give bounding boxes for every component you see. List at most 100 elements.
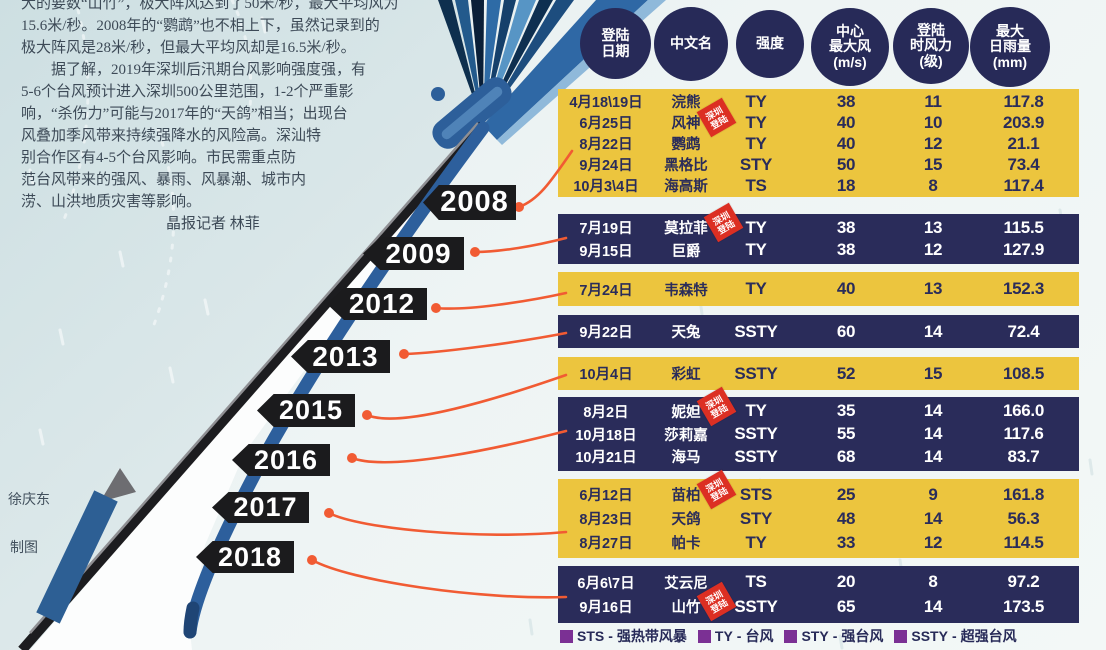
cell-landing-force: 8 xyxy=(928,572,938,592)
cell-name: 妮妲 深圳登陆 xyxy=(654,386,736,427)
cell-max-wind: 25 xyxy=(836,484,856,504)
cell-intensity: TS xyxy=(745,572,767,592)
legend-name: 强台风 xyxy=(841,628,884,644)
cell-landing-force: 15 xyxy=(923,363,943,383)
cell-name: 鹦鹉 xyxy=(671,137,701,153)
cell-intensity: TY xyxy=(745,91,767,111)
cell-landing-force: 15 xyxy=(923,154,943,174)
cell-intensity: TY xyxy=(745,532,767,552)
cell-intensity: TY xyxy=(745,112,767,132)
cell-name: 莎莉嘉 xyxy=(664,427,708,444)
cell-date: 4月18\19日 xyxy=(569,95,643,111)
legend-name: 超强台风 xyxy=(960,628,1017,644)
legend-code: SSTY xyxy=(911,628,948,644)
cell-landing-force: 14 xyxy=(923,424,943,443)
cell-max-rain: 97.2 xyxy=(1007,572,1040,592)
table-row: 10月3\4日 海高斯 TS 18 8 117.4 xyxy=(558,175,1079,196)
table-row: 9月15日 巨爵 TY 38 12 127.9 xyxy=(558,240,1079,261)
cell-date: 10月21日 xyxy=(575,450,637,467)
table-block-2013: 9月22日 天兔 SSTY 60 14 72.4 xyxy=(558,315,1079,348)
cell-date: 9月24日 xyxy=(579,158,633,174)
reporter-byline: 晶报记者 林菲 xyxy=(166,216,260,232)
cell-max-wind: 33 xyxy=(836,532,856,552)
legend-item: STS - 强热带风暴 xyxy=(560,626,687,646)
cell-intensity: TY xyxy=(745,240,767,260)
cell-max-wind: 55 xyxy=(836,424,856,443)
cell-name: 莫拉菲 深圳登陆 xyxy=(654,203,744,243)
cell-date: 10月4日 xyxy=(579,367,633,383)
legend-item: SSTY - 超强台风 xyxy=(894,626,1017,646)
table-row: 10月4日 彩虹 SSTY 52 15 108.5 xyxy=(558,363,1079,384)
cell-date: 8月22日 xyxy=(579,137,633,153)
cell-landing-force: 11 xyxy=(924,91,942,111)
cell-date: 8月27日 xyxy=(579,536,633,552)
cell-max-wind: 38 xyxy=(836,240,856,260)
cell-intensity: TY xyxy=(745,133,767,153)
cell-name: 黑格比 xyxy=(664,158,708,174)
cell-date: 7月19日 xyxy=(579,221,633,238)
cell-intensity: TY xyxy=(745,401,767,421)
cell-date: 10月18日 xyxy=(575,427,637,444)
table-row: 7月24日 韦森特 TY 40 13 152.3 xyxy=(558,279,1079,300)
cell-max-rain: 114.5 xyxy=(1003,532,1044,552)
cell-landing-force: 13 xyxy=(923,279,943,298)
header-max-rain: 最大 日雨量 (mm) xyxy=(970,7,1050,87)
year-tag-2018: 2018 xyxy=(196,541,294,573)
cell-date: 9月16日 xyxy=(579,600,633,617)
cell-name: 浣熊 xyxy=(671,95,701,111)
cell-date: 7月24日 xyxy=(579,282,633,299)
table-row: 10月21日 海马 SSTY 68 14 83.7 xyxy=(558,446,1079,467)
cell-max-rain: 117.8 xyxy=(1003,91,1044,111)
year-tag-2009: 2009 xyxy=(363,237,464,270)
table-row: 9月16日 山竹 深圳登陆 SSTY 65 14 173.5 xyxy=(558,582,1079,622)
cell-intensity: SSTY xyxy=(734,596,778,616)
table-row: 8月22日 鹦鹉 TY 40 12 21.1 xyxy=(558,133,1079,154)
cell-max-rain: 166.0 xyxy=(1002,401,1045,421)
cell-landing-force: 8 xyxy=(928,175,938,195)
cell-name: 苗柏 深圳登陆 xyxy=(654,469,736,510)
cell-max-rain: 173.5 xyxy=(1002,596,1045,616)
table-block-2012: 7月24日 韦森特 TY 40 13 152.3 xyxy=(558,272,1079,306)
cell-max-rain: 108.5 xyxy=(1002,363,1045,383)
legend-swatch-icon xyxy=(560,629,573,643)
cell-landing-force: 12 xyxy=(923,532,943,552)
table-row: 6月6\7日 艾云尼 TS 20 8 97.2 xyxy=(558,572,1079,593)
umbrella-handle xyxy=(183,121,490,639)
cell-max-rain: 72.4 xyxy=(1007,321,1040,341)
table-row: 4月18\19日 浣熊 TY 38 11 117.8 xyxy=(558,91,1079,112)
cell-max-rain: 21.1 xyxy=(1007,133,1040,153)
cell-max-wind: 65 xyxy=(836,596,856,616)
cell-intensity: SSTY xyxy=(734,424,778,443)
table-row: 10月18日 莎莉嘉 SSTY 55 14 117.6 xyxy=(558,424,1079,445)
cell-max-wind: 50 xyxy=(836,154,856,174)
legend-code: STY xyxy=(801,628,829,644)
cell-name: 天兔 xyxy=(671,325,701,341)
cell-max-rain: 127.9 xyxy=(1002,240,1045,260)
cell-landing-force: 12 xyxy=(923,133,943,153)
year-tag-2016: 2016 xyxy=(232,444,330,476)
cell-max-rain: 152.3 xyxy=(1002,279,1045,298)
cell-landing-force: 14 xyxy=(923,596,943,616)
cell-intensity: SSTY xyxy=(734,321,778,341)
cell-landing-force: 14 xyxy=(923,446,943,466)
umbrella-shaft xyxy=(18,121,487,650)
intensity-legend: STS - 强热带风暴 TY - 台风 STY - 强台风 SSTY - 超强台风 xyxy=(560,626,1017,646)
cell-name: 彩虹 xyxy=(671,367,701,383)
credit-note: 制图 xyxy=(10,541,38,556)
cell-landing-force: 12 xyxy=(923,240,943,260)
cell-max-wind: 35 xyxy=(836,401,856,421)
cell-max-rain: 161.8 xyxy=(1002,484,1045,504)
cell-max-wind: 68 xyxy=(836,446,856,466)
table-row: 6月25日 风神 深圳登陆 TY 40 10 203.9 xyxy=(558,97,1079,138)
cell-name: 海马 xyxy=(671,450,701,467)
cell-landing-force: 14 xyxy=(923,508,943,528)
cell-max-wind: 52 xyxy=(836,363,856,383)
table-block-2017: 6月12日 苗柏 深圳登陆 STS 25 9 161.8 8月23日 天鸽 STY… xyxy=(558,469,1079,558)
cell-landing-force: 10 xyxy=(923,112,943,132)
cell-date: 6月12日 xyxy=(579,488,633,504)
cell-intensity: SSTY xyxy=(734,363,778,383)
cell-max-wind: 48 xyxy=(836,508,856,528)
cell-name: 韦森特 xyxy=(664,282,708,299)
cell-max-rain: 115.5 xyxy=(1003,217,1044,237)
